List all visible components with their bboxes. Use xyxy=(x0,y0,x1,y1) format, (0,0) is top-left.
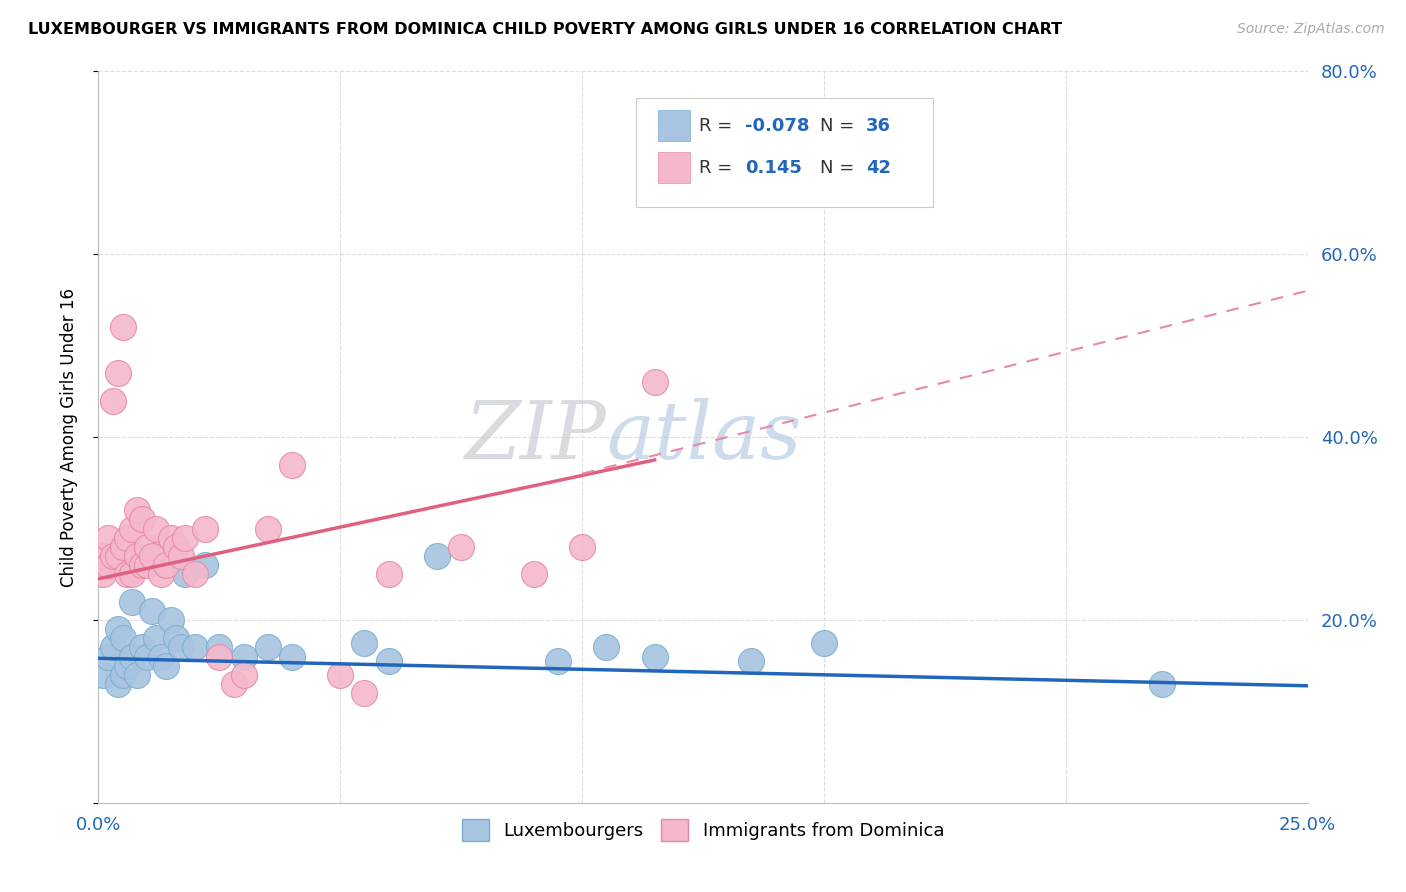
Point xyxy=(91,567,114,582)
Point xyxy=(127,667,149,681)
Point xyxy=(155,558,177,573)
Point xyxy=(145,521,167,535)
Point xyxy=(107,366,129,380)
Point xyxy=(256,640,278,655)
Point xyxy=(107,549,129,563)
Legend: Luxembourgers, Immigrants from Dominica: Luxembourgers, Immigrants from Dominica xyxy=(454,812,952,848)
Point xyxy=(131,512,153,526)
Point xyxy=(208,649,231,664)
Point xyxy=(813,636,835,650)
Point xyxy=(107,677,129,691)
Point xyxy=(101,549,124,563)
Text: N =: N = xyxy=(820,159,860,177)
Point xyxy=(174,567,197,582)
Point xyxy=(165,540,187,554)
Point xyxy=(111,540,134,554)
Point xyxy=(121,594,143,608)
Point xyxy=(1152,677,1174,691)
Text: ZIP: ZIP xyxy=(464,399,606,475)
Text: N =: N = xyxy=(820,117,860,136)
Point xyxy=(160,613,183,627)
Point xyxy=(208,640,231,655)
Point xyxy=(169,549,191,563)
Point xyxy=(111,667,134,681)
Point xyxy=(377,654,399,668)
Point xyxy=(127,503,149,517)
Point xyxy=(644,649,666,664)
Point xyxy=(165,632,187,646)
Point xyxy=(222,677,245,691)
Point xyxy=(281,458,304,472)
Point xyxy=(150,567,173,582)
Point xyxy=(595,640,617,655)
Point xyxy=(160,531,183,545)
Point xyxy=(127,549,149,563)
Point xyxy=(117,531,139,545)
Point xyxy=(131,640,153,655)
Point xyxy=(121,521,143,535)
Point xyxy=(117,658,139,673)
Point xyxy=(101,393,124,408)
Point xyxy=(184,640,207,655)
Text: LUXEMBOURGER VS IMMIGRANTS FROM DOMINICA CHILD POVERTY AMONG GIRLS UNDER 16 CORR: LUXEMBOURGER VS IMMIGRANTS FROM DOMINICA… xyxy=(28,22,1063,37)
FancyBboxPatch shape xyxy=(658,152,690,183)
Point xyxy=(281,649,304,664)
Point xyxy=(101,640,124,655)
Point xyxy=(353,636,375,650)
Text: R =: R = xyxy=(699,117,738,136)
FancyBboxPatch shape xyxy=(658,110,690,141)
Point xyxy=(523,567,546,582)
Text: R =: R = xyxy=(699,159,738,177)
Point xyxy=(155,658,177,673)
Point xyxy=(353,686,375,700)
Point xyxy=(571,540,593,554)
Point xyxy=(131,558,153,573)
Point xyxy=(97,558,120,573)
Point xyxy=(141,549,163,563)
Point xyxy=(740,654,762,668)
Text: 0.145: 0.145 xyxy=(745,159,803,177)
Point xyxy=(174,531,197,545)
Point xyxy=(107,622,129,636)
Point xyxy=(135,558,157,573)
Text: atlas: atlas xyxy=(606,399,801,475)
Point xyxy=(97,531,120,545)
Point xyxy=(150,649,173,664)
Point xyxy=(232,649,254,664)
Point xyxy=(117,567,139,582)
Point xyxy=(97,649,120,664)
FancyBboxPatch shape xyxy=(637,98,932,207)
Point xyxy=(91,667,114,681)
Text: 36: 36 xyxy=(866,117,891,136)
Text: 42: 42 xyxy=(866,159,891,177)
Point xyxy=(169,640,191,655)
Point xyxy=(329,667,352,681)
Point xyxy=(111,632,134,646)
Point xyxy=(232,667,254,681)
Point xyxy=(194,558,217,573)
Point xyxy=(111,320,134,334)
Point xyxy=(91,549,114,563)
Y-axis label: Child Poverty Among Girls Under 16: Child Poverty Among Girls Under 16 xyxy=(59,287,77,587)
Point xyxy=(184,567,207,582)
Point xyxy=(121,649,143,664)
Point xyxy=(426,549,449,563)
Point xyxy=(644,375,666,389)
Point xyxy=(256,521,278,535)
Text: -0.078: -0.078 xyxy=(745,117,810,136)
Point xyxy=(194,521,217,535)
Point xyxy=(377,567,399,582)
Point xyxy=(121,567,143,582)
Point xyxy=(547,654,569,668)
Point xyxy=(135,540,157,554)
Text: Source: ZipAtlas.com: Source: ZipAtlas.com xyxy=(1237,22,1385,37)
Point xyxy=(141,604,163,618)
Point xyxy=(145,632,167,646)
Point xyxy=(135,649,157,664)
Point xyxy=(450,540,472,554)
